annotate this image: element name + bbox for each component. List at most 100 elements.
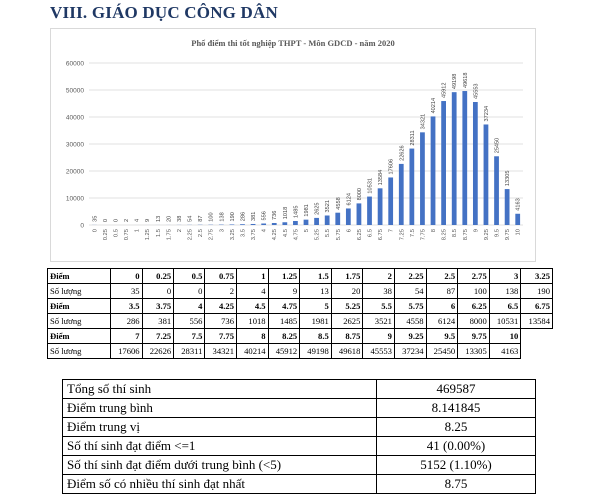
summary-value: 8.75 xyxy=(376,474,536,494)
data-label: 37234 xyxy=(484,106,490,122)
data-label: 25450 xyxy=(495,138,501,154)
data-label: 34321 xyxy=(420,114,426,130)
count-cell xyxy=(521,344,553,359)
x-tick-label: 2 xyxy=(177,229,183,232)
count-cell: 49198 xyxy=(299,343,332,359)
score-cell: 4 xyxy=(173,298,206,314)
score-cell: 5.5 xyxy=(362,298,395,314)
count-cell: 20 xyxy=(330,283,364,299)
count-cell: 87 xyxy=(425,283,459,299)
bar xyxy=(314,217,319,225)
bar xyxy=(430,116,436,225)
x-tick-label: 3.5 xyxy=(240,229,246,237)
summary-table: Tổng số thí sinh 469587 Điểm trung bình 8.1… xyxy=(62,379,536,494)
score-cell: 8.5 xyxy=(299,328,332,344)
data-label: 45912 xyxy=(442,82,448,98)
summary-label: Số thí sinh đạt điểm <=1 xyxy=(62,436,377,456)
data-label: 286 xyxy=(240,212,246,221)
y-tick-label: 60000 xyxy=(66,61,84,68)
x-tick-label: 4.5 xyxy=(283,229,289,237)
data-label: 100 xyxy=(209,212,215,221)
x-tick-label: 7.75 xyxy=(420,229,426,240)
score-cell: 7.25 xyxy=(141,328,175,344)
count-cell: 10531 xyxy=(488,313,522,329)
y-tick-label: 50000 xyxy=(66,88,84,95)
score-cell: 3.5 xyxy=(110,298,143,314)
score-cell: 3.75 xyxy=(141,298,175,314)
score-cell: 9.5 xyxy=(425,328,459,344)
data-label: 3521 xyxy=(325,200,331,212)
summary-value: 8.25 xyxy=(376,417,536,437)
x-tick-label: 1.25 xyxy=(145,229,151,240)
bar xyxy=(451,92,457,225)
data-label: 40214 xyxy=(431,98,437,114)
score-cell: 2.25 xyxy=(393,268,427,284)
x-tick-label: 8.75 xyxy=(463,229,469,240)
row-label: Điểm xyxy=(47,298,111,314)
data-label: 0 xyxy=(103,219,109,222)
x-tick-label: 0.75 xyxy=(124,229,130,240)
score-cell: 1 xyxy=(236,268,269,284)
bar xyxy=(515,213,521,225)
count-cell: 190 xyxy=(520,283,553,299)
count-cell: 381 xyxy=(141,313,175,329)
bar xyxy=(271,223,277,225)
count-cell: 9 xyxy=(267,283,301,299)
x-tick-label: 6.5 xyxy=(368,229,374,237)
score-row: Điểm 0 0.25 0.5 0.75 1 1.25 1.5 1.75 2 2.25 2.5 2.75… xyxy=(47,268,553,284)
count-cell: 0 xyxy=(173,283,206,299)
data-label: 13305 xyxy=(505,171,511,187)
count-cell: 13 xyxy=(299,283,332,299)
summary-value: 41 (0.00%) xyxy=(376,436,536,456)
summary-value: 8.141845 xyxy=(376,398,536,418)
score-cell: 7 xyxy=(110,328,143,344)
summary-row: Số thí sinh đạt điểm dưới trung bình (<5… xyxy=(62,455,536,475)
score-cell: 4.25 xyxy=(204,298,237,314)
count-cell: 49618 xyxy=(330,343,364,359)
bar xyxy=(494,156,499,225)
x-tick-label: 2.25 xyxy=(188,229,194,240)
x-tick-label: 4 xyxy=(262,228,268,232)
bar xyxy=(409,148,415,225)
x-tick-label: 7 xyxy=(389,229,395,232)
score-cell: 6.25 xyxy=(457,298,490,314)
x-tick-label: 0.5 xyxy=(113,229,119,237)
score-distribution-chart: Phổ điểm thi tốt nghiệp THPT - Môn GDCD … xyxy=(50,28,536,262)
row-label: Số lượng xyxy=(47,283,111,299)
data-label: 54 xyxy=(188,216,194,222)
data-label: 1981 xyxy=(304,204,310,216)
data-label: 20 xyxy=(166,216,172,222)
chart-title: Phổ điểm thi tốt nghiệp THPT - Môn GDCD … xyxy=(191,38,394,48)
score-cell: 1.75 xyxy=(330,268,364,284)
count-cell: 45553 xyxy=(362,343,395,359)
data-label: 13584 xyxy=(378,170,384,186)
score-cell: 8.25 xyxy=(267,328,301,344)
data-label: 8000 xyxy=(357,188,363,200)
bar xyxy=(398,163,404,225)
x-tick-label: 4.25 xyxy=(272,229,278,240)
count-cell: 34321 xyxy=(204,343,237,359)
count-cell: 17606 xyxy=(110,343,143,359)
bar xyxy=(261,223,267,225)
summary-row: Điểm số có nhiều thí sinh đạt nhất 8.75 xyxy=(62,474,536,494)
bar xyxy=(388,177,394,225)
summary-row: Điểm trung vị 8.25 xyxy=(62,417,536,437)
bar xyxy=(293,220,298,225)
x-tick-label: 1.5 xyxy=(156,229,162,237)
score-cell: 0.25 xyxy=(141,268,175,284)
data-label: 45553 xyxy=(473,83,479,99)
score-cell: 5 xyxy=(299,298,332,314)
data-label: 17606 xyxy=(389,159,395,175)
bar xyxy=(303,219,309,225)
bar xyxy=(240,224,245,225)
data-label: 49618 xyxy=(463,72,469,88)
data-label: 35 xyxy=(92,216,98,222)
score-cell: 8 xyxy=(236,328,269,344)
summary-value: 469587 xyxy=(376,379,536,399)
bar xyxy=(229,224,235,225)
x-tick-label: 7.5 xyxy=(410,229,416,237)
count-cell: 35 xyxy=(110,283,143,299)
count-cell: 22626 xyxy=(141,343,175,359)
score-cell: 4.5 xyxy=(236,298,269,314)
data-label: 381 xyxy=(251,212,257,221)
